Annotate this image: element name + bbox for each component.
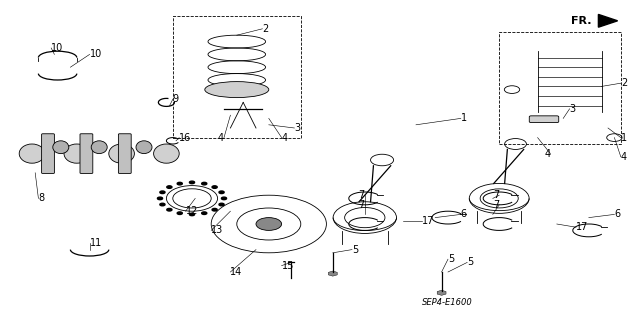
Text: 9: 9: [173, 94, 179, 104]
Text: 1: 1: [621, 132, 627, 143]
Text: 16: 16: [179, 132, 191, 143]
Ellipse shape: [19, 144, 45, 163]
Circle shape: [219, 191, 224, 194]
Text: 15: 15: [282, 260, 294, 271]
Text: 10: 10: [90, 49, 102, 60]
Circle shape: [256, 218, 282, 230]
Text: SEP4-E1600: SEP4-E1600: [422, 298, 473, 307]
Text: 11: 11: [90, 238, 102, 248]
FancyBboxPatch shape: [529, 116, 559, 123]
Circle shape: [160, 203, 165, 206]
Text: 14: 14: [230, 267, 243, 277]
Text: 5: 5: [448, 254, 454, 264]
Text: 8: 8: [38, 193, 45, 204]
Circle shape: [189, 213, 195, 216]
Text: 6: 6: [461, 209, 467, 220]
Text: 12: 12: [186, 206, 198, 216]
Ellipse shape: [205, 82, 269, 98]
Text: 10: 10: [51, 43, 63, 53]
Circle shape: [212, 208, 217, 211]
Circle shape: [189, 181, 195, 184]
Circle shape: [177, 212, 182, 214]
Circle shape: [177, 182, 182, 185]
Circle shape: [160, 191, 165, 194]
Text: 17: 17: [576, 222, 588, 232]
Text: 1: 1: [461, 113, 467, 124]
Text: 5: 5: [467, 257, 474, 268]
Text: 4: 4: [218, 132, 224, 143]
Ellipse shape: [154, 144, 179, 163]
Text: 17: 17: [422, 216, 435, 226]
Circle shape: [202, 212, 207, 214]
Text: 4: 4: [282, 132, 288, 143]
Circle shape: [157, 197, 163, 200]
FancyBboxPatch shape: [80, 134, 93, 173]
Text: 4: 4: [544, 148, 550, 159]
Text: 2: 2: [262, 24, 269, 34]
Text: 6: 6: [614, 209, 621, 220]
FancyBboxPatch shape: [118, 134, 131, 173]
Text: FR.: FR.: [572, 16, 592, 26]
Circle shape: [212, 186, 217, 188]
Ellipse shape: [109, 144, 134, 163]
Text: 7: 7: [493, 200, 499, 210]
Text: 7: 7: [493, 190, 499, 200]
Circle shape: [167, 208, 172, 211]
Circle shape: [167, 186, 172, 188]
Text: 7: 7: [358, 200, 365, 210]
FancyBboxPatch shape: [42, 134, 54, 173]
Ellipse shape: [52, 141, 69, 154]
Ellipse shape: [136, 141, 152, 154]
Circle shape: [219, 203, 224, 206]
Text: 13: 13: [211, 225, 223, 236]
Circle shape: [202, 182, 207, 185]
Ellipse shape: [92, 141, 108, 154]
Circle shape: [221, 197, 227, 200]
Text: 3: 3: [294, 123, 301, 133]
Text: 4: 4: [621, 152, 627, 162]
Text: 7: 7: [358, 190, 365, 200]
Text: 5: 5: [352, 244, 358, 255]
Text: 3: 3: [570, 104, 576, 114]
Polygon shape: [598, 14, 618, 27]
Text: 2: 2: [621, 78, 627, 88]
Ellipse shape: [64, 144, 90, 163]
